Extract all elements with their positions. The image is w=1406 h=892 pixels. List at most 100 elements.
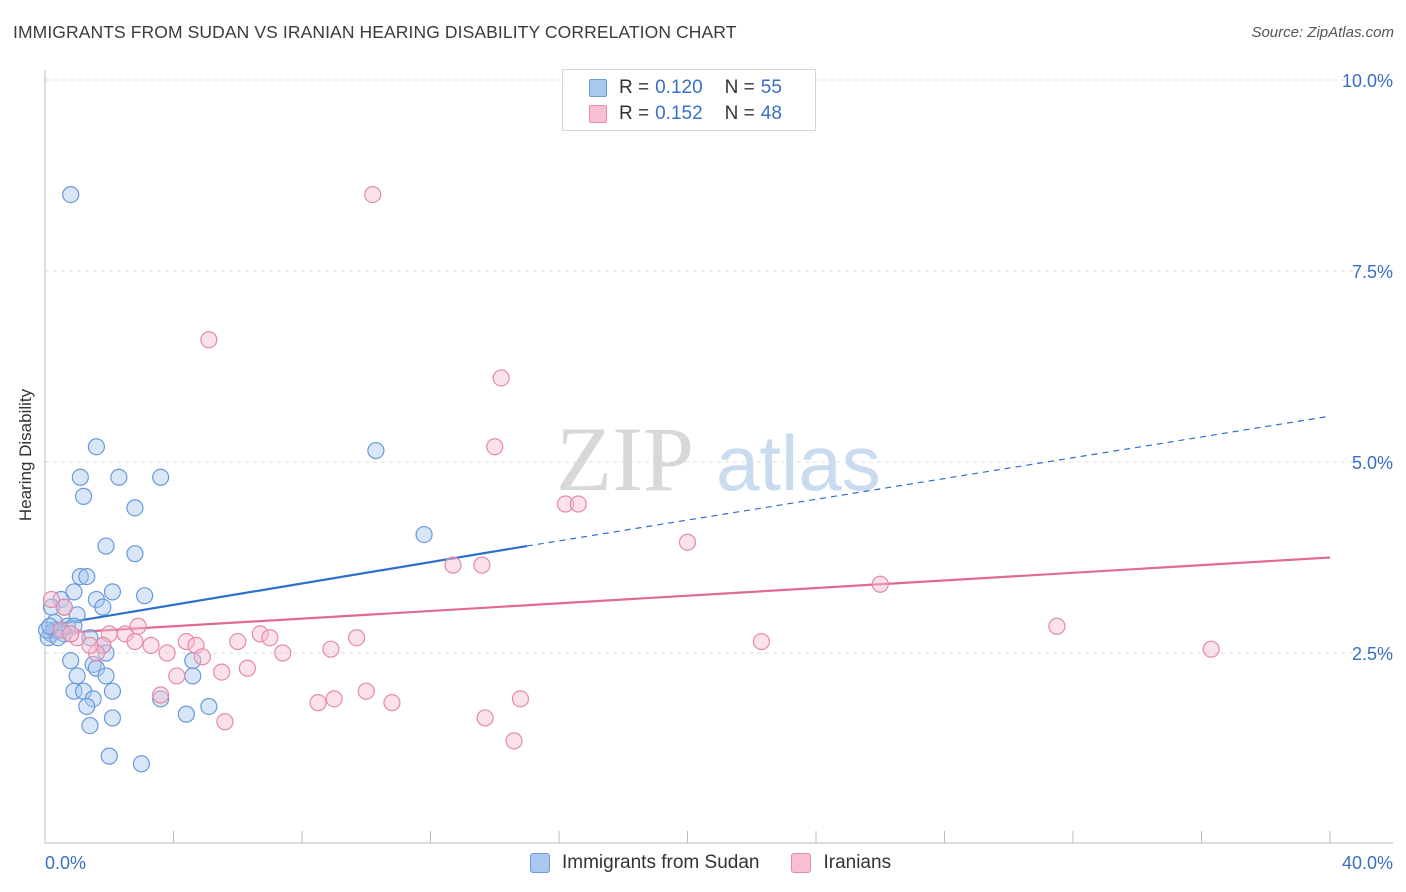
data-point — [505, 732, 523, 750]
data-point — [444, 556, 462, 574]
data-point — [200, 331, 218, 349]
data-point — [309, 694, 327, 712]
legend-row-iranians: R = 0.152 N = 48 — [589, 103, 782, 125]
data-point — [87, 438, 106, 456]
y-tick-label: 2.5% — [1352, 644, 1393, 664]
data-point — [126, 632, 144, 651]
data-point — [78, 567, 96, 586]
watermark: ZIP atlas — [556, 408, 881, 510]
data-point — [62, 186, 80, 204]
bottom-legend-label-sudan: Immigrants from Sudan — [562, 852, 760, 873]
data-point — [71, 468, 89, 486]
legend-n-value: 55 — [760, 77, 782, 98]
data-point — [97, 537, 115, 555]
data-point — [357, 682, 375, 700]
data-point — [103, 709, 122, 727]
data-point — [486, 438, 504, 456]
data-point — [473, 556, 491, 574]
legend-r-value: 0.120 — [655, 77, 703, 98]
data-point — [42, 590, 61, 609]
data-point — [177, 632, 195, 651]
data-point — [135, 587, 154, 605]
data-point — [476, 709, 494, 727]
bottom-legend-item-sudan: Immigrants from Sudan — [530, 852, 759, 874]
bottom-legend: Immigrants from Sudan Iranians — [530, 852, 923, 874]
x-tick-label: 0.0% — [45, 853, 86, 873]
data-point — [871, 575, 889, 593]
data-point — [110, 468, 128, 486]
legend-r-label: R = — [619, 103, 650, 124]
bottom-legend-swatch-sudan — [530, 853, 550, 873]
data-point — [68, 667, 86, 685]
y-axis-title: Hearing Disability — [16, 388, 35, 522]
data-point — [41, 617, 59, 635]
data-point — [81, 636, 99, 654]
data-point — [81, 716, 99, 735]
data-point — [65, 682, 83, 700]
points-layer — [38, 186, 1220, 773]
data-point — [492, 369, 510, 387]
data-point — [216, 713, 234, 731]
data-point — [152, 690, 170, 708]
data-point — [1048, 617, 1066, 635]
data-point — [348, 629, 366, 647]
data-point — [383, 694, 401, 712]
data-point — [261, 629, 279, 647]
data-point — [367, 441, 385, 460]
legend: R = 0.120 N = 55 R = 0.152 N = 48 — [562, 69, 816, 131]
data-point — [74, 487, 93, 505]
data-point — [52, 621, 70, 639]
data-point — [158, 644, 176, 662]
watermark-atlas: atlas — [716, 419, 881, 507]
data-point — [364, 186, 382, 204]
data-point — [678, 533, 697, 551]
data-point — [251, 625, 269, 643]
data-point — [94, 598, 112, 616]
data-point — [62, 625, 80, 643]
legend-row-sudan: R = 0.120 N = 55 — [589, 77, 782, 99]
data-point — [152, 686, 170, 704]
x-tick-label: 40.0% — [1342, 853, 1393, 873]
data-point — [193, 648, 212, 666]
series-sudan — [38, 186, 433, 773]
data-point — [103, 682, 122, 700]
data-point — [78, 697, 96, 716]
data-point — [274, 644, 292, 662]
data-point — [229, 632, 247, 651]
legend-swatch-iranians — [589, 105, 607, 123]
data-point — [511, 690, 530, 708]
bottom-legend-label-iranians: Iranians — [823, 852, 892, 873]
data-point — [238, 659, 256, 677]
bottom-legend-swatch-iranians — [791, 853, 812, 873]
data-point — [177, 705, 195, 723]
data-point — [97, 667, 115, 685]
data-point — [103, 583, 122, 601]
bottom-legend-item-iranians: Iranians — [791, 852, 891, 874]
legend-n-value: 48 — [760, 103, 782, 124]
data-point — [752, 632, 770, 651]
data-point — [184, 667, 202, 685]
data-point — [132, 755, 150, 773]
data-point — [322, 640, 340, 658]
data-point — [100, 747, 118, 765]
data-point — [126, 545, 144, 563]
data-point — [168, 667, 186, 685]
data-point — [556, 495, 575, 513]
data-point — [71, 567, 89, 586]
trend-line-projection — [526, 415, 1331, 547]
data-point — [569, 495, 587, 513]
axis-layer — [44, 70, 1393, 844]
data-point — [55, 598, 73, 616]
data-point — [1202, 640, 1220, 658]
legend-n-label: N = — [724, 77, 755, 98]
trend-line — [44, 556, 1331, 635]
data-point — [65, 583, 83, 601]
source-label: Source: ZipAtlas.com — [1251, 24, 1394, 41]
y-tick-label: 7.5% — [1352, 262, 1393, 282]
trend-layer — [44, 415, 1331, 635]
data-point — [152, 468, 170, 486]
grid-layer — [45, 79, 1393, 654]
tick-label-layer: 2.5% 5.0% 7.5% 10.0% 0.0% 40.0% — [45, 71, 1393, 873]
y-tick-label: 5.0% — [1352, 453, 1393, 473]
